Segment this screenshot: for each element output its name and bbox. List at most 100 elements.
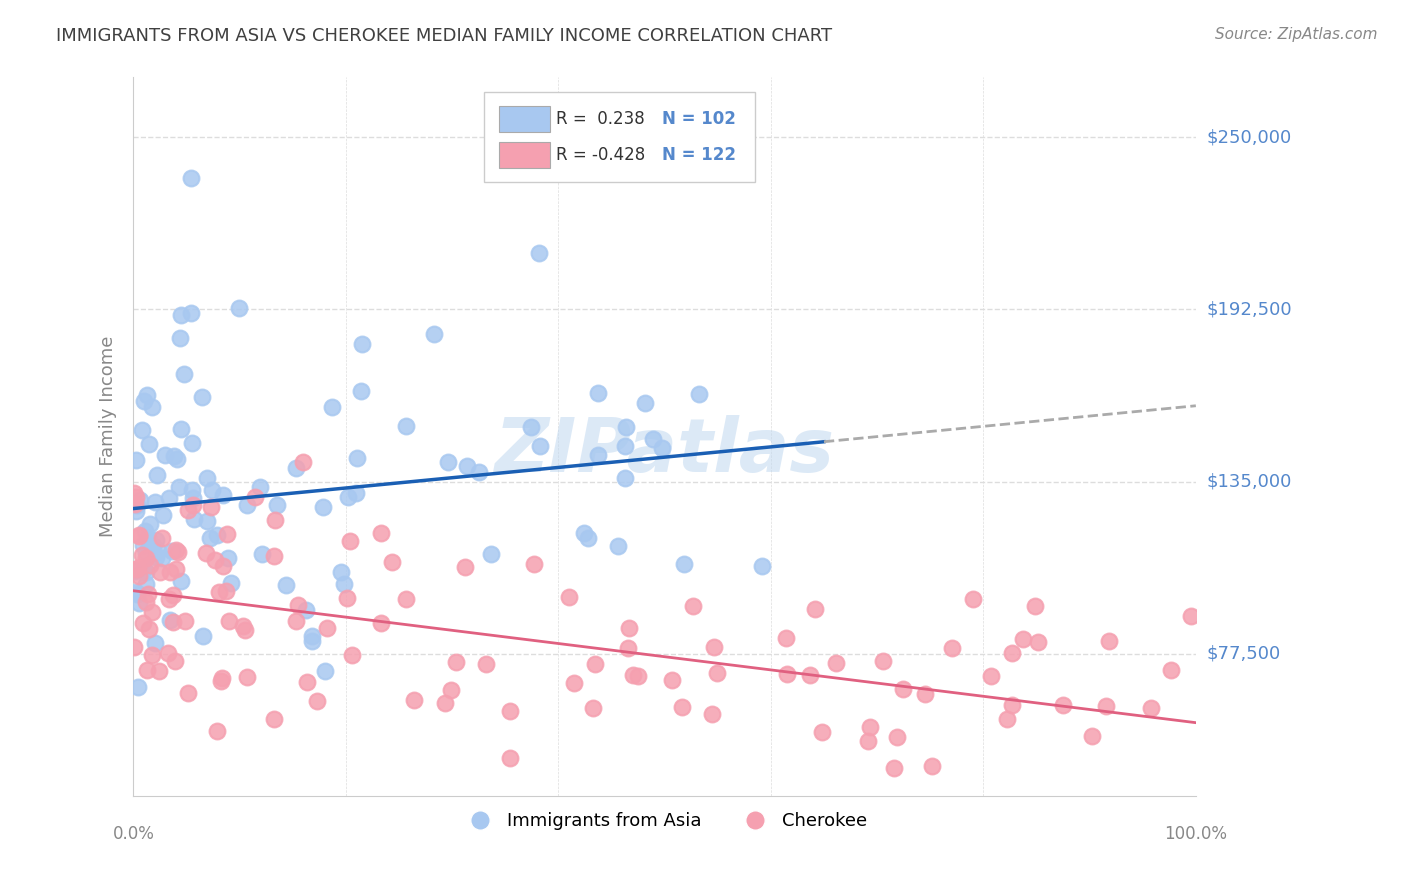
Point bbox=[572, 525, 595, 540]
Point bbox=[305, 694, 328, 708]
Point bbox=[370, 526, 392, 541]
Point bbox=[134, 562, 156, 576]
Point bbox=[134, 524, 156, 539]
Point bbox=[122, 486, 145, 500]
Point bbox=[1001, 646, 1024, 660]
Point bbox=[195, 471, 218, 485]
Point bbox=[614, 420, 637, 434]
Point bbox=[402, 692, 425, 706]
Point bbox=[914, 687, 936, 701]
Point bbox=[700, 707, 723, 722]
Point bbox=[217, 550, 239, 565]
Point bbox=[136, 388, 159, 402]
Text: R = -0.428: R = -0.428 bbox=[557, 146, 645, 164]
Point bbox=[1000, 698, 1022, 712]
Point bbox=[195, 546, 218, 560]
Point bbox=[159, 566, 181, 580]
Point bbox=[170, 309, 193, 323]
Point bbox=[169, 574, 191, 588]
Text: 0.0%: 0.0% bbox=[112, 824, 155, 843]
Point bbox=[128, 529, 150, 543]
Point bbox=[775, 632, 797, 646]
Point bbox=[339, 533, 361, 548]
Text: N = 122: N = 122 bbox=[662, 146, 737, 164]
Point bbox=[586, 448, 609, 462]
Point bbox=[208, 585, 231, 599]
Point bbox=[350, 384, 373, 399]
Point bbox=[212, 487, 235, 501]
Point bbox=[316, 621, 339, 635]
Point bbox=[576, 532, 599, 546]
Point bbox=[1140, 700, 1163, 714]
Point bbox=[145, 533, 167, 547]
Text: $77,500: $77,500 bbox=[1206, 645, 1281, 663]
Point bbox=[131, 548, 153, 562]
Point bbox=[433, 696, 456, 710]
Point bbox=[152, 508, 174, 523]
Point bbox=[180, 483, 202, 497]
Point bbox=[177, 503, 200, 517]
Point bbox=[321, 400, 343, 414]
Point bbox=[887, 812, 910, 826]
Point bbox=[995, 713, 1018, 727]
Y-axis label: Median Family Income: Median Family Income bbox=[100, 336, 117, 537]
Point bbox=[145, 549, 167, 564]
Point bbox=[166, 544, 188, 558]
Point bbox=[446, 656, 468, 670]
Point bbox=[799, 668, 821, 682]
Point bbox=[263, 712, 285, 726]
Point bbox=[529, 439, 551, 453]
Point bbox=[232, 619, 254, 633]
Point bbox=[215, 584, 238, 599]
Point bbox=[1095, 698, 1118, 713]
Point bbox=[200, 500, 222, 515]
Point bbox=[181, 436, 204, 450]
Point bbox=[124, 497, 146, 511]
Point bbox=[1024, 599, 1046, 614]
Point bbox=[148, 543, 170, 558]
Point bbox=[183, 512, 205, 526]
Point bbox=[142, 540, 165, 554]
Point bbox=[128, 528, 150, 542]
Point bbox=[138, 623, 160, 637]
Point bbox=[135, 595, 157, 609]
Point bbox=[468, 465, 491, 479]
Text: $192,500: $192,500 bbox=[1206, 301, 1292, 318]
Point bbox=[891, 682, 914, 697]
Text: $135,000: $135,000 bbox=[1206, 473, 1292, 491]
Point bbox=[333, 577, 356, 591]
Point bbox=[621, 667, 644, 681]
Point bbox=[337, 490, 360, 504]
Point bbox=[672, 558, 695, 572]
Point bbox=[250, 547, 273, 561]
Point bbox=[166, 451, 188, 466]
Point bbox=[350, 337, 373, 351]
Text: Source: ZipAtlas.com: Source: ZipAtlas.com bbox=[1215, 27, 1378, 42]
Point bbox=[176, 686, 198, 700]
Point bbox=[523, 558, 546, 572]
Text: ZIPatlas: ZIPatlas bbox=[495, 415, 835, 488]
Point bbox=[1180, 608, 1202, 623]
Point bbox=[149, 566, 172, 580]
Point bbox=[143, 495, 166, 509]
Point bbox=[143, 635, 166, 649]
Point bbox=[138, 516, 160, 531]
Point bbox=[207, 724, 229, 739]
Point bbox=[150, 531, 173, 545]
Point bbox=[228, 301, 250, 315]
Text: IMMIGRANTS FROM ASIA VS CHEROKEE MEDIAN FAMILY INCOME CORRELATION CHART: IMMIGRANTS FROM ASIA VS CHEROKEE MEDIAN … bbox=[56, 27, 832, 45]
Point bbox=[153, 448, 176, 462]
Point bbox=[266, 498, 288, 512]
Point bbox=[285, 615, 308, 629]
Point bbox=[527, 245, 550, 260]
Text: $250,000: $250,000 bbox=[1206, 128, 1292, 146]
Point bbox=[651, 441, 673, 455]
Point bbox=[346, 451, 368, 466]
Point bbox=[671, 699, 693, 714]
Point bbox=[1121, 819, 1143, 833]
Point bbox=[886, 731, 908, 745]
Point bbox=[519, 419, 541, 434]
Point bbox=[344, 486, 367, 500]
Point bbox=[301, 634, 323, 648]
Point bbox=[312, 500, 335, 515]
